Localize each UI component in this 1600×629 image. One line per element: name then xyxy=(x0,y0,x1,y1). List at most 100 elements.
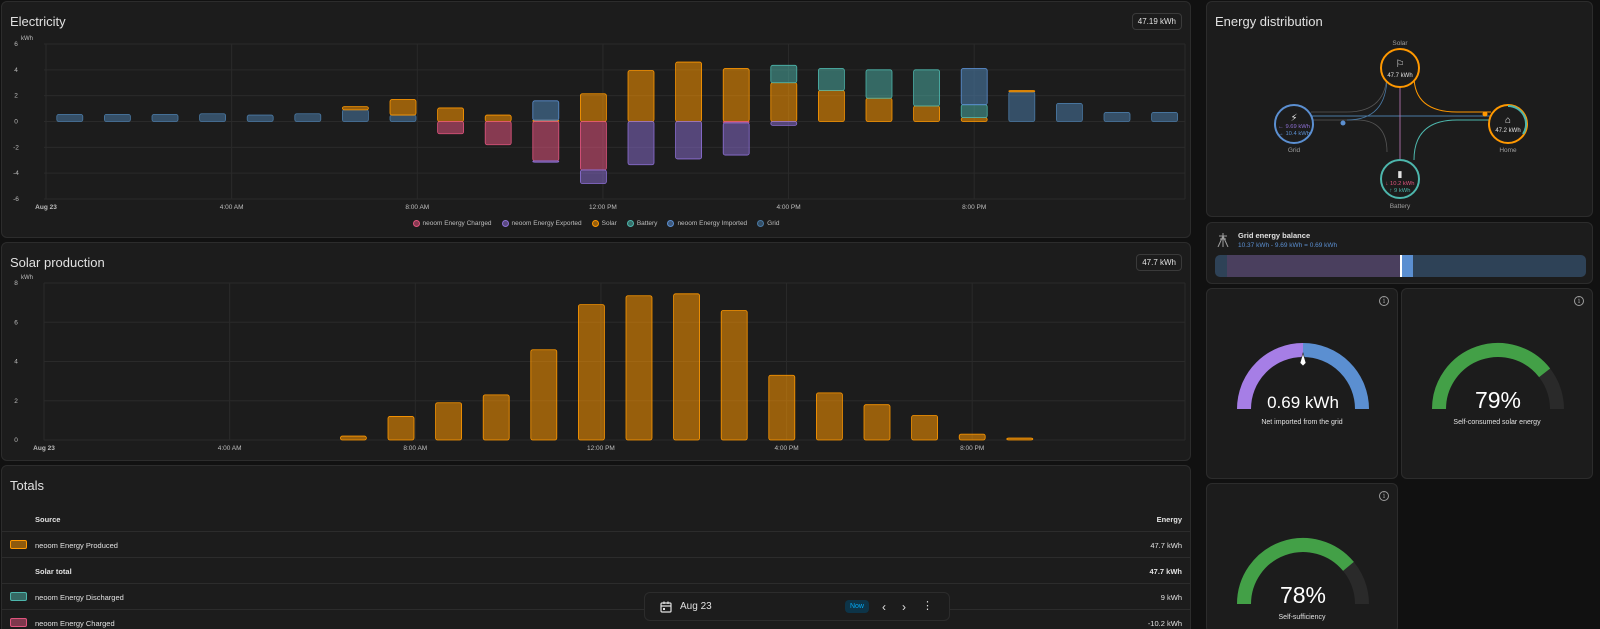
solar-production-chart[interactable]: 8 6 4 2 0 kWh Aug 23 4:00 AM 8:00 AM 12:00 PM 4:00… xyxy=(2,243,1191,461)
y-tick-label: -6 xyxy=(13,196,19,203)
self-consumed-gauge: 79% xyxy=(1432,343,1564,413)
self-sufficiency-label: Self-sufficiency xyxy=(1278,614,1326,621)
bar-solar xyxy=(1006,437,1034,441)
x-tick-label: 8:00 PM xyxy=(962,204,986,211)
bar-solar xyxy=(627,70,655,122)
transmission-tower-icon: ⚡ xyxy=(1290,113,1297,124)
legend-item[interactable]: neoom Energy Charged xyxy=(412,220,492,227)
y-tick-label: 0 xyxy=(14,119,18,126)
bar-solar xyxy=(437,107,465,122)
electricity-card: Electricity 47.19 kWh 6 4 2 0 -2 -4 -6 kWh Aug 2… xyxy=(1,1,1191,238)
bar-grid xyxy=(294,113,322,122)
bar-battery xyxy=(960,104,988,119)
electricity-title: Electricity xyxy=(10,14,66,29)
info-icon[interactable]: i xyxy=(1379,491,1389,501)
bar-solar xyxy=(675,61,702,122)
bar-neoom-energy-charged xyxy=(484,121,512,146)
self-consumed-gauge-card: i 79% Self-consumed solar energy xyxy=(1401,288,1593,479)
x-tick-label: Aug 23 xyxy=(33,445,55,452)
bar-solar xyxy=(530,349,558,441)
info-icon[interactable]: i xyxy=(1379,296,1389,306)
now-button[interactable]: Now xyxy=(844,600,869,613)
net-imported-gauge-card: i 0.69 kWh Net imported from the grid xyxy=(1206,288,1398,479)
battery-node xyxy=(1380,159,1420,199)
legend-item[interactable]: Battery xyxy=(626,220,657,227)
bar-solar xyxy=(389,99,417,116)
bar-grid xyxy=(246,114,274,122)
bar-grid xyxy=(1103,112,1131,122)
bar-neoom-energy-imported xyxy=(960,68,988,106)
y-tick-label: 4 xyxy=(14,67,18,74)
current-date[interactable]: Aug 23 xyxy=(680,601,712,612)
more-options-icon[interactable]: ⋮ xyxy=(922,600,933,612)
net-imported-label: Net imported from the grid xyxy=(1261,419,1343,426)
legend-item[interactable]: Grid xyxy=(757,220,779,227)
legend-item[interactable]: neoom Energy Exported xyxy=(501,220,582,227)
bar-grid xyxy=(104,113,131,122)
bar-neoom-energy-exported xyxy=(675,121,702,160)
bar-solar xyxy=(1008,90,1036,93)
bar-neoom-energy-charged xyxy=(580,121,607,171)
legend-item[interactable]: neoom Energy Imported xyxy=(667,220,747,227)
solar-production-title: Solar production xyxy=(10,255,105,270)
chevron-right-icon[interactable]: › xyxy=(902,599,906,614)
bar-grid xyxy=(151,113,179,122)
y-tick-label: 8 xyxy=(14,280,18,287)
bar-battery xyxy=(770,64,798,84)
bar-neoom-energy-exported xyxy=(532,160,560,163)
y-axis-label: kWh xyxy=(21,275,33,281)
calendar-icon[interactable] xyxy=(660,601,672,613)
legend-swatch xyxy=(501,220,509,227)
y-tick-label: 2 xyxy=(14,398,18,405)
battery-node-out: ↑ 9 kWh xyxy=(1390,188,1411,194)
bar-solar xyxy=(770,82,798,122)
battery-swatch xyxy=(10,592,27,601)
electricity-chart[interactable]: 6 4 2 0 -2 -4 -6 kWh Aug 23 4:00 AM 8:00 AM 12:00 P… xyxy=(2,2,1191,238)
bar-battery xyxy=(818,68,845,91)
energy-distribution-card: Energy distribution Solar ⚐ 47.7 kWh ⚡ ←… xyxy=(1206,1,1593,217)
bar-grid xyxy=(1056,103,1083,122)
row-energy: 9 kWh xyxy=(1160,593,1182,602)
balance-import-fill xyxy=(1400,255,1413,277)
row-source: neoom Energy Discharged xyxy=(35,593,124,602)
x-tick-label: 12:00 PM xyxy=(589,204,617,211)
energy-column-header: Energy xyxy=(1156,515,1182,524)
electricity-total-badge: 47.19 kWh xyxy=(1131,13,1182,30)
bar-solar xyxy=(911,415,938,441)
legend-label: Grid xyxy=(767,220,780,227)
bar-neoom-energy-imported xyxy=(532,100,560,121)
net-imported-gauge: 0.69 kWh xyxy=(1237,343,1369,412)
electricity-legend: neoom Energy Charged neoom Energy Exporte… xyxy=(2,220,1190,227)
energy-flow-diagram: Solar ⚐ 47.7 kWh ⚡ ← 9.69 kWh → 10.4 kWh… xyxy=(1274,40,1528,210)
bar-solar xyxy=(768,374,796,441)
x-tick-label: 4:00 PM xyxy=(776,204,800,211)
legend-swatch xyxy=(626,220,634,227)
chevron-left-icon[interactable]: ‹ xyxy=(882,599,886,614)
bar-solar xyxy=(484,114,512,122)
self-sufficiency-gauge: 78% xyxy=(1237,538,1369,608)
grid-balance-title: Grid energy balance xyxy=(1238,231,1311,240)
bar-solar xyxy=(913,105,940,122)
x-tick-label: 4:00 PM xyxy=(774,445,798,452)
bar-battery xyxy=(913,69,940,107)
bar-solar xyxy=(482,394,510,441)
bar-grid xyxy=(1008,91,1036,122)
bar-neoom-energy-exported xyxy=(722,122,750,156)
bar-solar xyxy=(863,404,891,441)
solar-node-value: 47.7 kWh xyxy=(1387,73,1412,79)
energy-distribution-title: Energy distribution xyxy=(1215,14,1323,29)
bar-solar xyxy=(865,97,893,122)
y-tick-label: 6 xyxy=(14,319,18,326)
x-tick-label: 4:00 AM xyxy=(218,445,242,452)
bar-solar xyxy=(720,310,748,441)
legend-label: neoom Energy Exported xyxy=(511,220,582,227)
bar-solar xyxy=(339,435,367,441)
info-icon[interactable]: i xyxy=(1574,296,1584,306)
legend-swatch xyxy=(757,220,765,227)
legend-item[interactable]: Solar xyxy=(591,220,617,227)
table-row-subtotal: Solar total 47.7 kWh xyxy=(2,558,1190,584)
totals-header: Source Energy xyxy=(2,506,1190,532)
x-tick-label: 8:00 AM xyxy=(405,204,429,211)
bar-solar xyxy=(341,106,369,111)
grid-node-label: Grid xyxy=(1288,147,1301,154)
